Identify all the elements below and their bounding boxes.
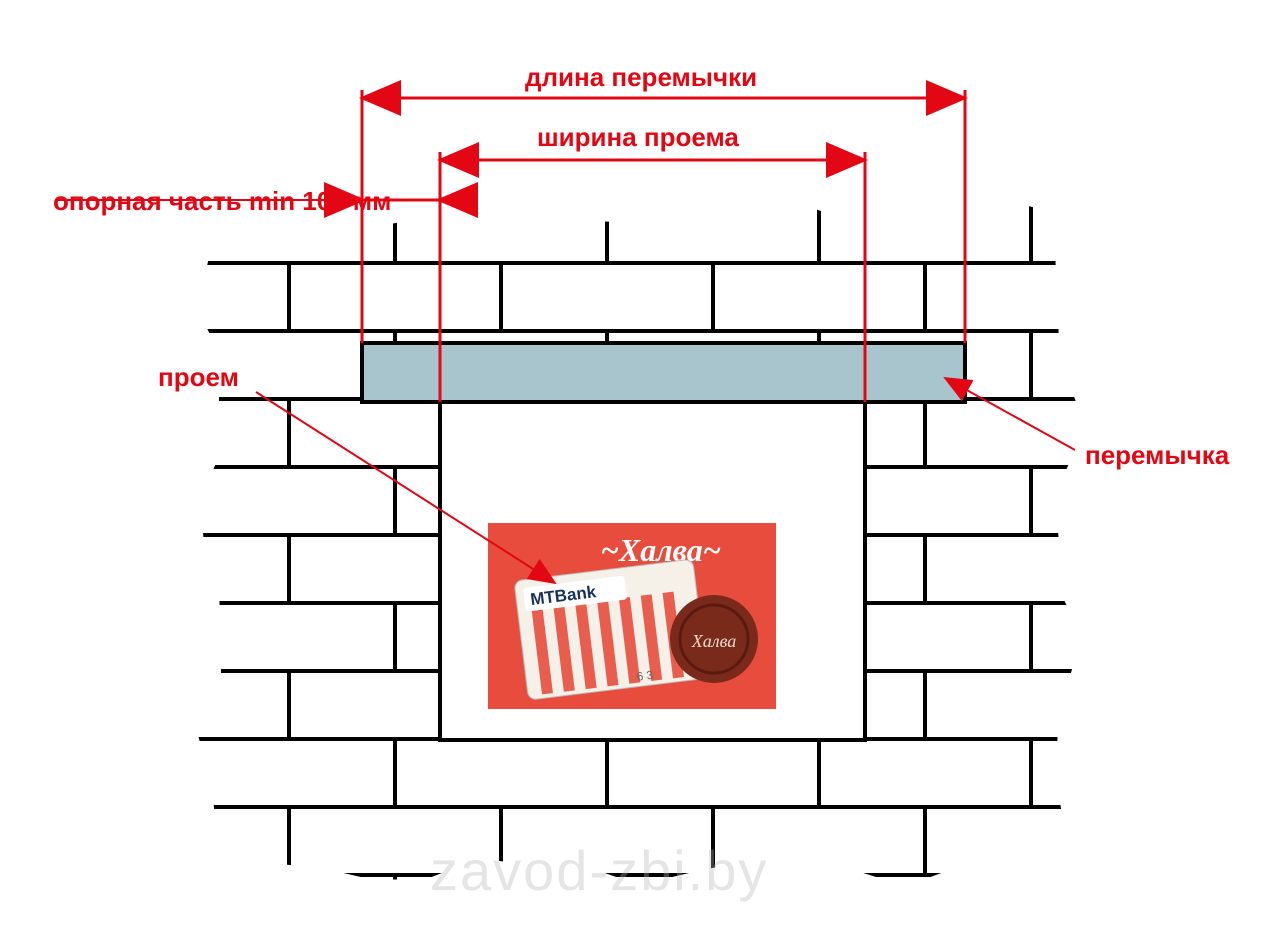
svg-text:6 3: 6 3 <box>636 668 655 684</box>
label-support-part: опорная часть min 100 мм <box>53 186 391 217</box>
svg-text:Халва: Халва <box>691 631 737 651</box>
label-lintel-length: длина перемычки <box>525 62 757 93</box>
label-opening: проем <box>158 362 239 393</box>
halva-card: ~Халва~MTBank6 3Халва <box>488 523 776 709</box>
label-opening-width: ширина проема <box>537 122 739 153</box>
label-lintel: перемычка <box>1085 440 1229 471</box>
